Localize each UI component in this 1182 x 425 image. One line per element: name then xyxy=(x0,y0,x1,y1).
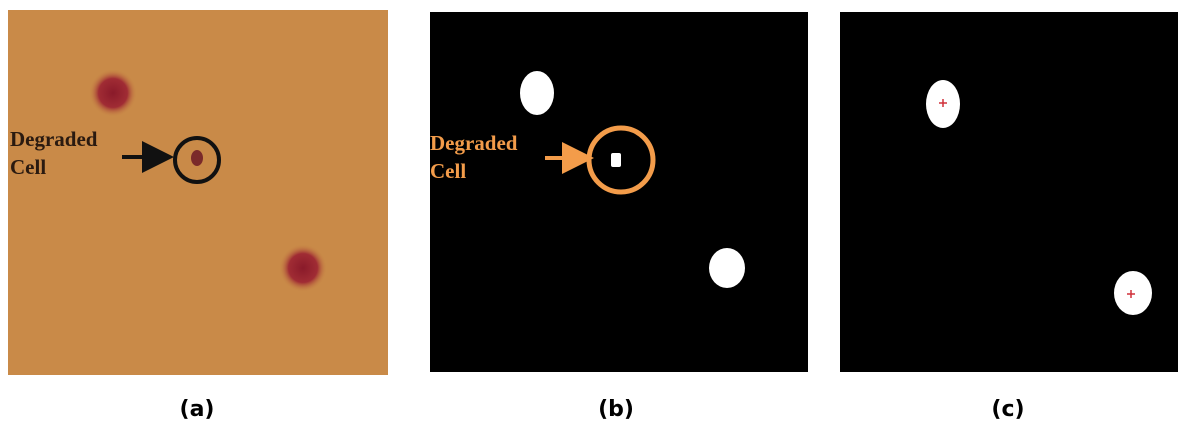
panel-b: Degraded Cell (b) xyxy=(430,12,808,422)
degraded-cell xyxy=(611,153,621,167)
annotation: Degraded xyxy=(430,131,518,155)
annotation: Cell xyxy=(430,159,466,183)
panel-c: (c) xyxy=(840,12,1178,422)
cell xyxy=(279,244,327,292)
detection-image xyxy=(840,12,1178,372)
cell xyxy=(89,69,137,117)
annotation: Cell xyxy=(10,155,46,179)
panel-a: Degraded Cell (a) xyxy=(8,10,388,422)
caption: (c) xyxy=(991,397,1024,422)
figure: Degraded Cell (a) Degraded Cell (b) (c) xyxy=(0,0,1182,425)
caption: (b) xyxy=(598,397,634,422)
degraded-cell xyxy=(191,150,203,166)
annotation: Degraded xyxy=(10,127,98,151)
page: {"panels": [ {"caption": "(a)", "annotat… xyxy=(0,0,1182,425)
cell xyxy=(709,248,745,288)
cell xyxy=(1114,271,1152,315)
cell xyxy=(520,71,554,115)
microscope-image xyxy=(8,10,388,375)
caption: (a) xyxy=(180,397,215,422)
